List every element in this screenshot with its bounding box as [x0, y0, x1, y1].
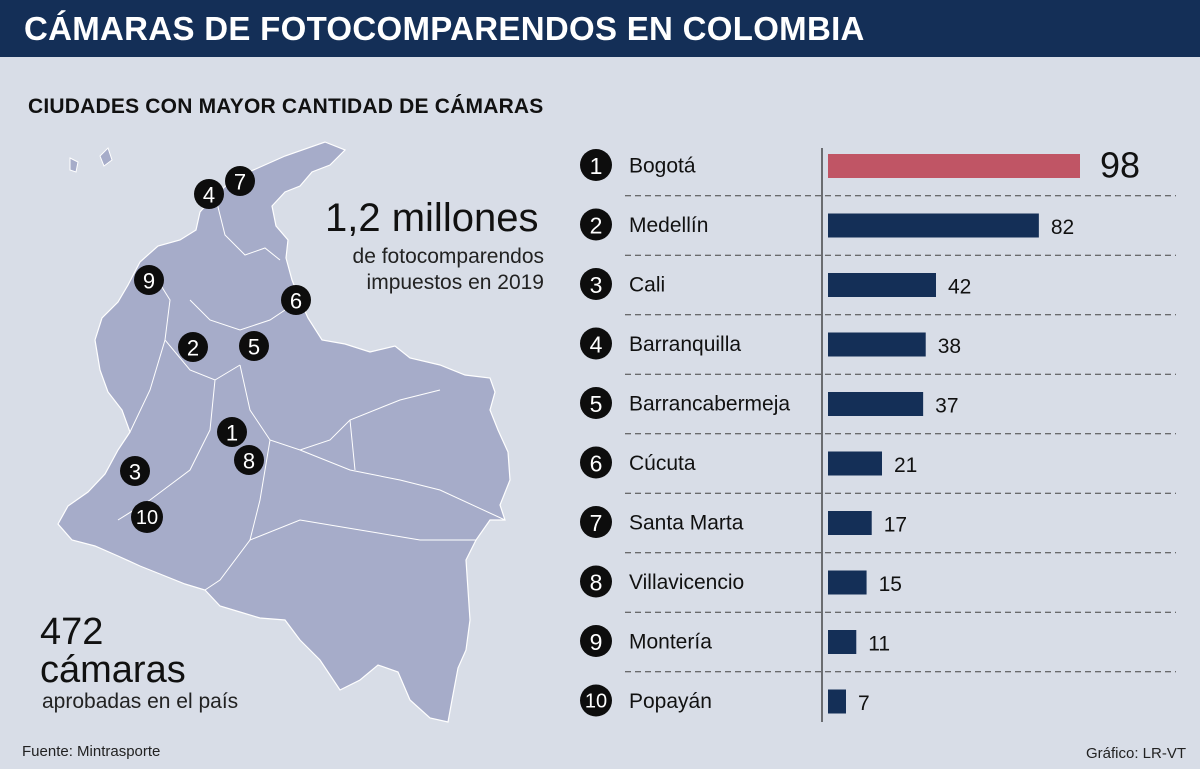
- rank-circle: [580, 506, 612, 538]
- stat-cameras-word: cámaras: [40, 649, 186, 691]
- map-marker-2: 2: [178, 332, 208, 362]
- chart-subtitle: CIUDADES CON MAYOR CANTIDAD DE CÁMARAS: [28, 95, 544, 118]
- bar: [828, 213, 1039, 238]
- header-bar: CÁMARAS DE FOTOCOMPARENDOS EN COLOMBIA: [0, 0, 1200, 57]
- rank-marker-8: 8: [580, 565, 612, 598]
- category-label: Medellín: [629, 214, 708, 237]
- map-marker-6: 6: [281, 285, 311, 315]
- map-marker-9: 9: [134, 265, 164, 295]
- rank-circle: [580, 208, 612, 241]
- rank-marker-5: 5: [580, 387, 612, 419]
- value-label: 7: [858, 692, 870, 715]
- svg-text:1: 1: [226, 421, 238, 446]
- rank-number: 1: [590, 153, 603, 179]
- stat-fines-label-line1: de fotocomparendos: [352, 245, 544, 268]
- category-label: Santa Marta: [629, 512, 744, 535]
- svg-text:9: 9: [143, 269, 155, 294]
- category-label: Bogotá: [629, 155, 696, 178]
- value-label: 11: [868, 633, 890, 656]
- bar: [828, 332, 926, 357]
- map-marker-1: 1: [217, 417, 247, 447]
- value-label: 37: [935, 395, 958, 418]
- value-label: 17: [884, 514, 907, 537]
- rank-circle: [580, 268, 612, 300]
- bar: [828, 392, 924, 416]
- bar: [828, 273, 936, 297]
- rank-number: 5: [590, 391, 603, 417]
- colombia-map-shape: [57, 141, 511, 723]
- rank-marker-2: 2: [580, 208, 612, 241]
- rank-marker-6: 6: [580, 446, 612, 479]
- category-label: Barrancabermeja: [629, 393, 790, 416]
- map-marker-10: 10: [131, 501, 163, 533]
- svg-text:10: 10: [136, 507, 158, 529]
- stat-fines-label: de fotocomparendos impuestos en 2019: [322, 244, 544, 296]
- category-label: Montería: [629, 631, 712, 654]
- category-label: Popayán: [629, 690, 712, 713]
- value-label: 98: [1100, 145, 1140, 186]
- rank-number: 8: [590, 570, 603, 596]
- category-label: Cali: [629, 274, 665, 297]
- rank-marker-4: 4: [580, 327, 612, 360]
- source-note: Fuente: Mintrasporte: [22, 743, 161, 760]
- page-title: CÁMARAS DE FOTOCOMPARENDOS EN COLOMBIA: [24, 10, 865, 47]
- svg-text:6: 6: [290, 289, 302, 314]
- map-marker-5: 5: [239, 331, 269, 361]
- rank-circle: [580, 625, 612, 657]
- value-label: 38: [938, 335, 961, 358]
- rank-number: 9: [590, 629, 603, 655]
- rank-circle: [580, 446, 612, 479]
- value-label: 42: [948, 276, 971, 299]
- bar: [828, 154, 1080, 178]
- rank-marker-7: 7: [580, 506, 612, 538]
- map-marker-7: 7: [225, 166, 255, 196]
- value-label: 21: [894, 454, 917, 477]
- bar: [828, 630, 857, 654]
- svg-text:4: 4: [203, 183, 215, 208]
- rank-number: 10: [585, 691, 607, 713]
- rank-number: 4: [590, 332, 603, 358]
- rank-marker-1: 1: [580, 149, 612, 181]
- bar: [828, 689, 846, 714]
- svg-text:8: 8: [243, 449, 255, 474]
- rank-marker-9: 9: [580, 625, 612, 657]
- map-marker-4: 4: [194, 179, 224, 209]
- bar: [828, 570, 867, 595]
- bar: [828, 451, 882, 476]
- credit-note: Gráfico: LR-VT: [1085, 745, 1186, 762]
- stat-fines-value: 1,2 millones: [325, 196, 539, 240]
- map-marker-3: 3: [120, 456, 150, 486]
- rank-circle: [580, 684, 612, 717]
- category-label: Barranquilla: [629, 333, 741, 356]
- map-islands: [69, 147, 113, 173]
- value-label: 15: [879, 573, 902, 596]
- svg-text:7: 7: [234, 170, 246, 195]
- rank-marker-3: 3: [580, 268, 612, 300]
- rank-marker-10: 10: [580, 684, 612, 717]
- map-marker-8: 8: [234, 445, 264, 475]
- rank-circle: [580, 387, 612, 419]
- value-label: 82: [1051, 216, 1074, 239]
- stat-cameras-value: 472: [40, 611, 104, 653]
- rank-number: 3: [590, 272, 603, 298]
- svg-text:5: 5: [248, 335, 260, 360]
- stat-cameras-label: aprobadas en el país: [42, 690, 239, 713]
- rank-number: 6: [590, 451, 603, 477]
- category-label: Cúcuta: [629, 452, 696, 475]
- rank-number: 7: [590, 510, 603, 536]
- svg-text:2: 2: [187, 336, 199, 361]
- rank-number: 2: [590, 213, 603, 239]
- svg-text:3: 3: [129, 460, 141, 485]
- rank-circle: [580, 149, 612, 181]
- rank-circle: [580, 565, 612, 598]
- category-label: Villavicencio: [629, 571, 744, 594]
- rank-circle: [580, 327, 612, 360]
- bar: [828, 511, 872, 535]
- stat-fines-label-line2: impuestos en 2019: [366, 271, 544, 294]
